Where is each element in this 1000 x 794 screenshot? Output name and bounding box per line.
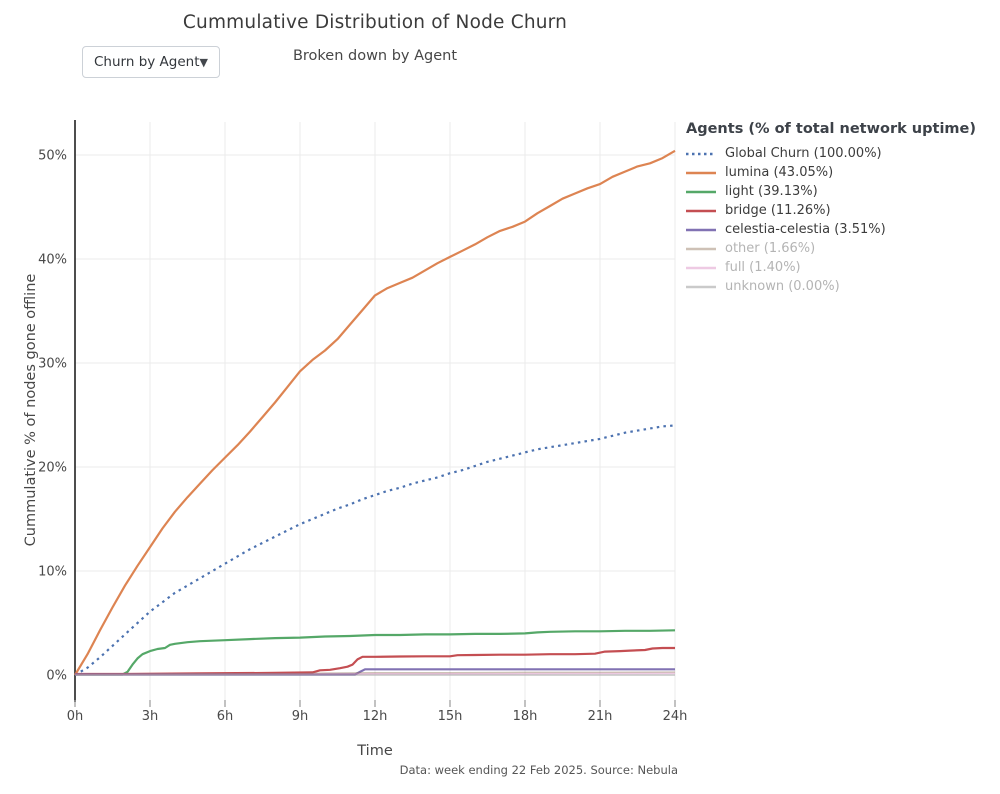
- legend-label-other: other (1.66%): [725, 241, 816, 256]
- y-tick-label: 0%: [46, 669, 67, 684]
- x-tick-label: 18h: [513, 709, 538, 724]
- series-full: [74, 672, 676, 676]
- series-global-churn: [74, 424, 676, 676]
- chevron-down-icon: ▼: [199, 55, 208, 69]
- legend-label-full: full (1.40%): [725, 260, 801, 275]
- chart-subtitle: Broken down by Agent: [292, 48, 458, 64]
- legend-items: Global Churn (100.00%) lumina (43.05%) lig…: [686, 144, 976, 296]
- y-tick-label: 30%: [38, 357, 67, 372]
- legend: Agents (% of total network uptime) Globa…: [686, 121, 976, 296]
- series-other: [74, 671, 676, 676]
- legend-label-bridge: bridge (11.26%): [725, 203, 831, 218]
- legend-label-celestia-celestia: celestia-celestia (3.51%): [725, 222, 886, 237]
- y-tick-label: 40%: [38, 253, 67, 268]
- legend-swatch-light: [686, 190, 716, 193]
- legend-label-global-churn: Global Churn (100.00%): [725, 146, 882, 161]
- x-axis-label: Time: [357, 743, 393, 759]
- page-title: Cummulative Distribution of Node Churn: [182, 12, 568, 33]
- legend-swatch-global-churn: [686, 152, 716, 155]
- x-tick-label: 3h: [142, 709, 159, 724]
- series-lumina: [74, 149, 676, 676]
- x-tick-label: 24h: [663, 709, 688, 724]
- legend-swatch-celestia-celestia: [686, 228, 716, 231]
- legend-item-full: full (1.40%): [686, 258, 976, 277]
- legend-swatch-lumina: [686, 171, 716, 174]
- legend-item-lumina: lumina (43.05%): [686, 163, 976, 182]
- legend-swatch-bridge: [686, 209, 716, 212]
- y-tick-label: 10%: [38, 565, 67, 580]
- legend-label-lumina: lumina (43.05%): [725, 165, 834, 180]
- x-tick-label: 15h: [438, 709, 463, 724]
- x-tick-label: 12h: [363, 709, 388, 724]
- breakdown-select-value: Churn by Agent: [94, 54, 200, 70]
- legend-item-unknown: unknown (0.00%): [686, 277, 976, 296]
- series-light: [75, 629, 676, 676]
- y-tick-label: 50%: [38, 149, 67, 164]
- legend-title: Agents (% of total network uptime): [686, 121, 976, 137]
- y-tick-label: 20%: [38, 461, 67, 476]
- legend-item-light: light (39.13%): [686, 182, 976, 201]
- legend-item-celestia-celestia: celestia-celestia (3.51%): [686, 220, 976, 239]
- x-tick-label: 9h: [292, 709, 309, 724]
- legend-item-bridge: bridge (11.26%): [686, 201, 976, 220]
- x-tick-label: 6h: [217, 709, 234, 724]
- x-tick-label: 21h: [588, 709, 613, 724]
- legend-swatch-other: [686, 247, 716, 250]
- legend-swatch-full: [686, 266, 716, 269]
- legend-label-light: light (39.13%): [725, 184, 818, 199]
- series-bridge: [75, 646, 675, 676]
- breakdown-select[interactable]: Churn by Agent ▼: [82, 46, 220, 78]
- legend-label-unknown: unknown (0.00%): [725, 279, 840, 294]
- legend-item-global-churn: Global Churn (100.00%): [686, 144, 976, 163]
- data-source-caption: Data: week ending 22 Feb 2025. Source: N…: [399, 763, 678, 777]
- legend-item-other: other (1.66%): [686, 239, 976, 258]
- y-axis-label: Cummulative % of nodes gone offline: [23, 273, 39, 547]
- series-celestia-celestia: [75, 668, 675, 676]
- legend-swatch-unknown: [686, 285, 716, 288]
- x-tick-label: 0h: [67, 709, 84, 724]
